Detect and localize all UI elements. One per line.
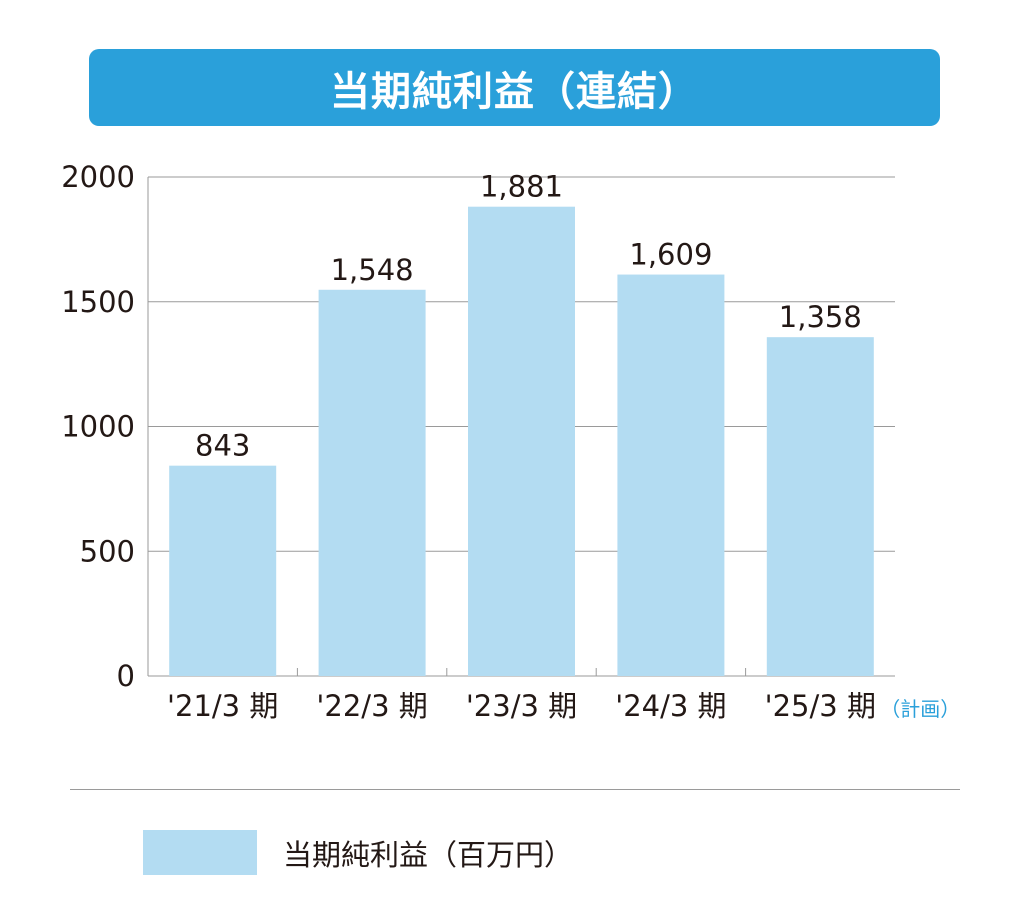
x-tick-label: '22/3 期: [316, 689, 427, 723]
legend-label: 当期純利益（百万円）: [283, 837, 574, 872]
chart-title: 当期純利益（連結）: [330, 68, 699, 115]
x-tick-label: '23/3 期: [466, 689, 577, 723]
bar: [766, 337, 874, 676]
bar: [468, 206, 575, 677]
chart-title-banner: 当期純利益（連結）: [89, 49, 940, 126]
y-tick-label: 500: [80, 534, 135, 568]
bar: [617, 274, 725, 676]
y-tick-label: 1500: [61, 285, 135, 319]
y-tick-label: 2000: [61, 160, 135, 194]
bar-value-label: 843: [195, 429, 250, 463]
bar-value-label: 1,548: [331, 253, 414, 287]
bar: [169, 465, 277, 676]
legend-swatch: [143, 830, 257, 875]
x-tick-label: '25/3 期: [765, 689, 876, 723]
legend-divider: [70, 789, 960, 790]
y-tick-label: 0: [117, 659, 135, 693]
bar-chart: 0 500 1000 1500 2000 843 '21/3 期 1,548 '22/3 期 1,…: [61, 160, 960, 723]
category-note: （計画）: [880, 697, 960, 721]
x-tick-label: '24/3 期: [615, 689, 726, 723]
bar: [318, 289, 426, 676]
bar-value-label: 1,358: [779, 300, 862, 334]
x-tick-label: '21/3 期: [167, 689, 278, 723]
bar-value-label: 1,881: [480, 170, 563, 204]
bar-value-label: 1,609: [629, 238, 712, 272]
y-tick-label: 1000: [61, 410, 135, 444]
legend: 当期純利益（百万円）: [143, 830, 573, 875]
